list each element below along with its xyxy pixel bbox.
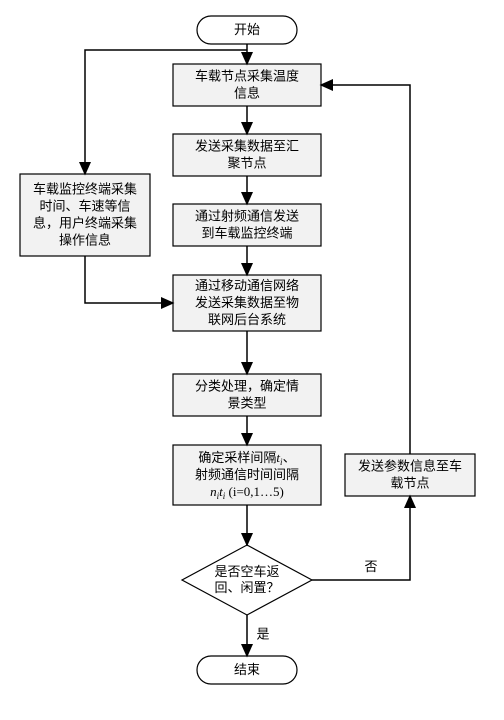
node-start: 开始 [197, 16, 297, 44]
svg-text:车载节点采集温度: 车载节点采集温度 [195, 68, 299, 83]
svg-text:息，用户终端采集: 息，用户终端采集 [33, 215, 137, 230]
flowchart: 开始车载节点采集温度信息发送采集数据至汇聚节点通过射频通信发送到车载监控终端车载… [0, 0, 504, 720]
node-decision: 是否空车返回、闲置？ [182, 545, 312, 615]
svg-text:结束: 结束 [234, 662, 260, 677]
svg-text:联网后台系统: 联网后台系统 [208, 312, 286, 327]
node-collect: 车载节点采集温度信息 [173, 64, 321, 106]
node-side_info: 车载监控终端采集时间、车速等信息，用户终端采集操作信息 [20, 174, 150, 256]
svg-text:发送采集数据至物: 发送采集数据至物 [195, 295, 299, 310]
edge [85, 256, 173, 303]
svg-text:车载监控终端采集: 车载监控终端采集 [33, 181, 137, 196]
node-classify: 分类处理，确定情景类型 [173, 374, 321, 416]
svg-text:到车载监控终端: 到车载监控终端 [201, 225, 292, 240]
svg-text:回、闲置？: 回、闲置？ [214, 580, 279, 595]
node-rf_send: 通过射频通信发送到车载监控终端 [173, 204, 321, 246]
svg-text:载节点: 载节点 [390, 475, 429, 490]
svg-text:发送参数信息至车: 发送参数信息至车 [358, 458, 462, 473]
svg-text:否: 否 [364, 559, 377, 574]
node-send_sink: 发送采集数据至汇聚节点 [173, 134, 321, 176]
svg-text:开始: 开始 [234, 22, 260, 37]
node-end: 结束 [197, 656, 297, 684]
svg-text:通过射频通信发送: 通过射频通信发送 [195, 208, 299, 223]
svg-text:信息: 信息 [234, 85, 260, 100]
svg-text:操作信息: 操作信息 [59, 232, 111, 247]
svg-text:聚节点: 聚节点 [227, 155, 266, 170]
edge [312, 496, 410, 580]
svg-text:发送采集数据至汇: 发送采集数据至汇 [195, 138, 299, 153]
svg-text:niti (i=0,1…5): niti (i=0,1…5) [210, 484, 284, 501]
svg-text:通过移动通信网络: 通过移动通信网络 [195, 278, 299, 293]
svg-text:射频通信时间间隔: 射频通信时间间隔 [195, 467, 299, 482]
svg-text:景类型: 景类型 [227, 395, 266, 410]
svg-text:是: 是 [256, 626, 269, 641]
svg-text:是否空车返: 是否空车返 [214, 564, 279, 579]
svg-text:分类处理，确定情: 分类处理，确定情 [195, 378, 299, 393]
node-send_params: 发送参数信息至车载节点 [345, 454, 475, 496]
edge [321, 85, 410, 454]
svg-text:时间、车速等信: 时间、车速等信 [39, 198, 130, 213]
node-mobile_send: 通过移动通信网络发送采集数据至物联网后台系统 [173, 275, 321, 331]
